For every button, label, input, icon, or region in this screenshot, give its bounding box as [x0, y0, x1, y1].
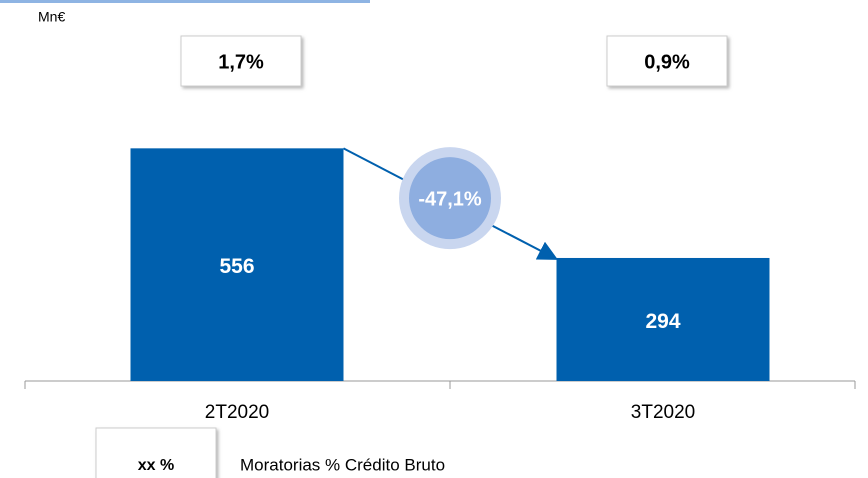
legend-swatch — [95, 427, 217, 478]
change-label: -47,1% — [418, 188, 482, 210]
change-badge — [409, 157, 491, 240]
bar — [130, 148, 344, 381]
ratio-box — [606, 35, 728, 87]
ratio-box — [180, 35, 302, 87]
legend-sample: xx % — [138, 457, 174, 474]
legend-label: Moratorias % Crédito Bruto — [240, 455, 445, 474]
bar-value-label: 294 — [645, 310, 680, 333]
bar — [556, 257, 770, 381]
ratio-label: 0,9% — [644, 51, 690, 73]
bar-value-label: 556 — [219, 255, 254, 278]
ratio-label: 1,7% — [218, 51, 264, 73]
x-tick-label: 2T2020 — [205, 402, 269, 423]
x-tick-label: 3T2020 — [631, 402, 695, 423]
unit-label: Mn€ — [38, 9, 65, 25]
